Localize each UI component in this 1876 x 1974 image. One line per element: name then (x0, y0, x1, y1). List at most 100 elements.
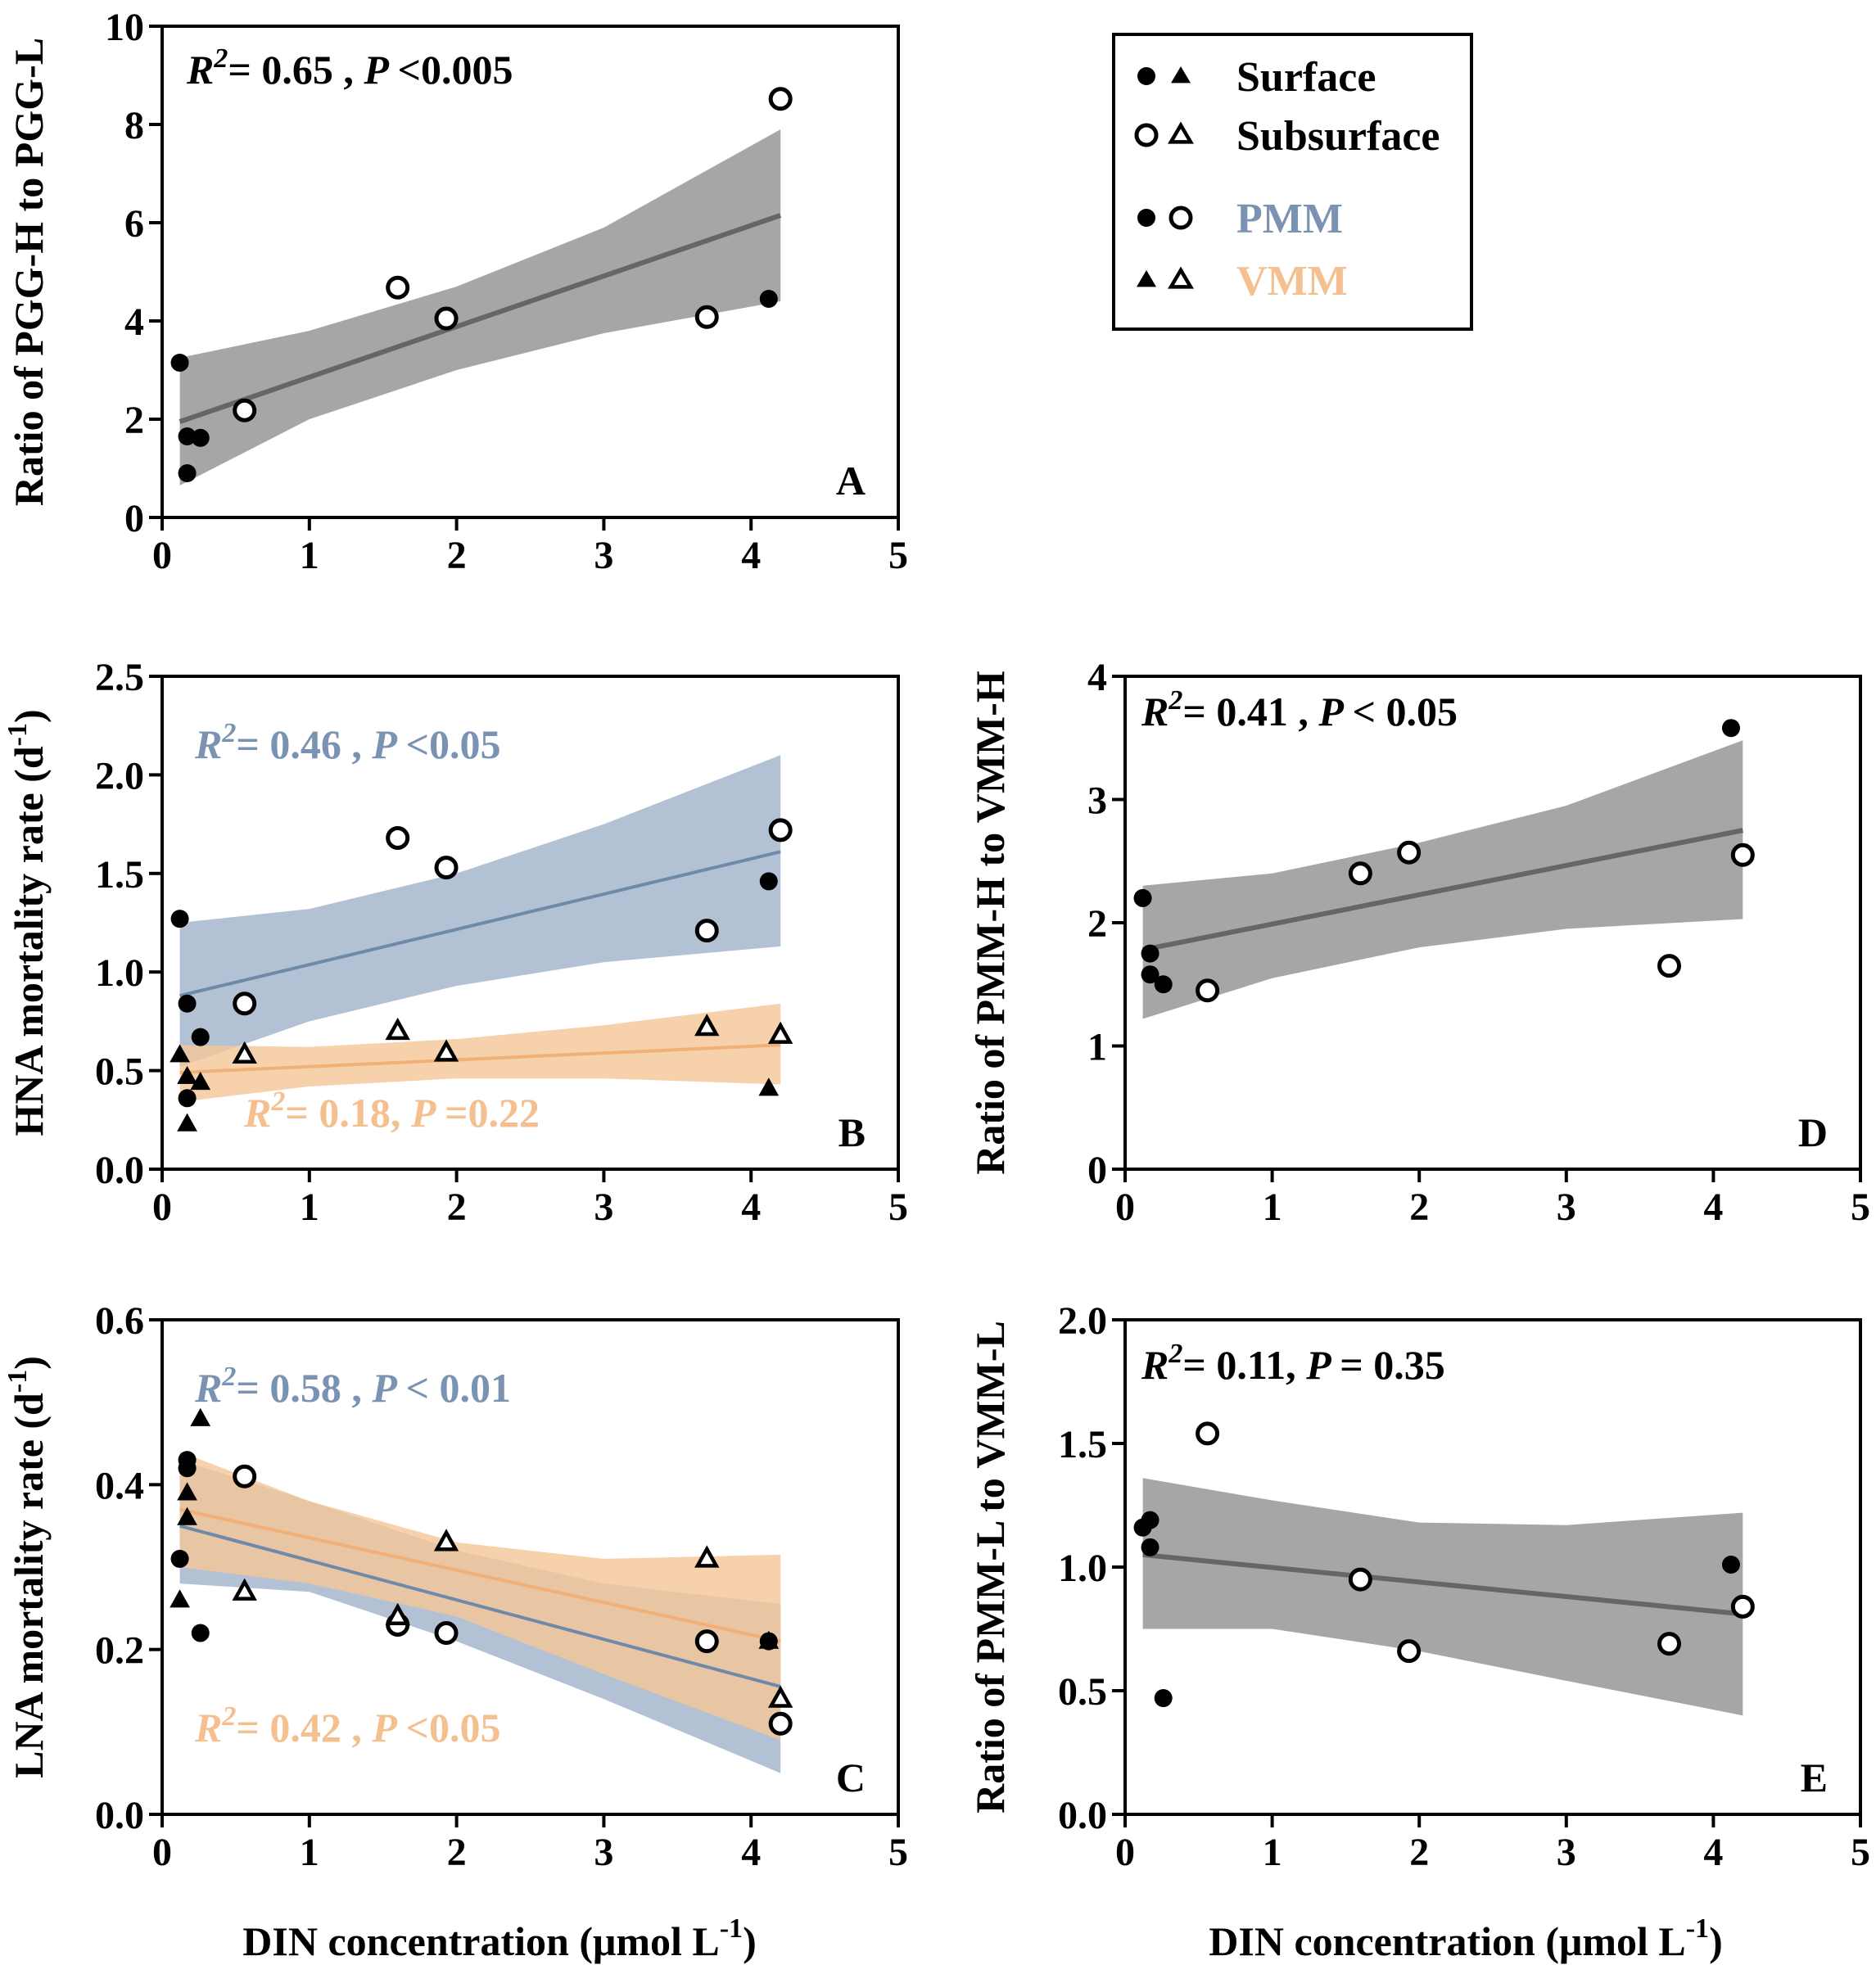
data-point-open-circle (1657, 1632, 1682, 1656)
data-point-open-circle (233, 398, 257, 422)
panel-label: E (1801, 1755, 1828, 1800)
data-point-filled-circle (170, 1549, 189, 1568)
stat-p-value: = 0.35 (1340, 1342, 1445, 1388)
legend-marker-filled-circle (1137, 209, 1155, 227)
data-point-open-triangle (767, 1021, 793, 1044)
data-point-open-circle (233, 992, 257, 1016)
y-tick-label: 1.0 (95, 951, 144, 995)
stat-r-symbol: R (1141, 1342, 1169, 1388)
data-point-filled-triangle (190, 1072, 211, 1091)
regression-line-all (179, 213, 782, 424)
stat-p-value: < 0.05 (1353, 689, 1458, 734)
y-axis-title-text: Ratio of PMM-H to VMM-H (967, 671, 1013, 1175)
data-point-open-circle (1397, 1639, 1422, 1664)
y-tick-label: 0 (1087, 1149, 1107, 1192)
regression-line-all (1141, 828, 1743, 953)
y-tick-label: 0.2 (95, 1629, 144, 1673)
data-point-open-circle (434, 1621, 459, 1646)
panel-label: B (839, 1109, 866, 1155)
data-point-open-circle (1730, 842, 1755, 867)
stat-r-symbol: R (194, 1365, 222, 1411)
stat-r2-value: = 0.58 , (236, 1365, 372, 1411)
data-point-filled-circle (178, 464, 197, 482)
confidence-band-vmm (179, 1452, 781, 1741)
data-point-open-circle (1730, 1594, 1755, 1619)
stat-annotation: R2= 0.46 , P <0.05 (194, 718, 501, 767)
stat-r-sup: 2 (1168, 1339, 1182, 1369)
confidence-band-pmm (179, 755, 781, 1067)
data-point-filled-circle (1721, 1555, 1740, 1574)
y-axis-title: Ratio of PMM-H to VMM-H (967, 671, 1013, 1175)
data-point-open-circle (434, 856, 459, 880)
stat-p-symbol: P (1305, 1342, 1340, 1388)
stat-r-sup: 2 (270, 1086, 285, 1117)
data-point-open-triangle (232, 1041, 257, 1064)
x-tick-label: 2 (447, 534, 467, 577)
stat-annotation: R2= 0.11, P = 0.35 (1141, 1339, 1445, 1388)
data-point-open-circle (768, 818, 793, 842)
legend-marker-open-triangle (1168, 121, 1194, 144)
stat-p-symbol: P (1318, 689, 1352, 734)
x-tick-label: 3 (1557, 1831, 1576, 1874)
y-tick-label: 4 (1087, 656, 1107, 699)
data-point-open-circle (1348, 1567, 1372, 1592)
plot-frame (160, 25, 900, 519)
x-tick-label: 5 (888, 1186, 908, 1229)
data-point-filled-circle (1154, 975, 1173, 994)
plot-frame (160, 1318, 900, 1816)
confidence-band-all (1142, 740, 1743, 1019)
y-axis-title-sup: -1 (2, 1370, 33, 1393)
stat-r-symbol: R (186, 47, 214, 93)
data-point-open-circle (1196, 1421, 1220, 1446)
legend-marker-open-circle (1134, 123, 1159, 147)
y-tick-label: 0.5 (1058, 1670, 1107, 1714)
stat-r-sup: 2 (1168, 685, 1182, 716)
y-axis-title: Ratio of PGG-H to PGG-L (6, 38, 52, 506)
data-point-open-triangle (385, 1017, 410, 1041)
stat-annotation: R2= 0.65 , P <0.005 (186, 43, 513, 93)
data-point-open-circle (1196, 978, 1220, 1003)
data-point-filled-circle (1141, 1538, 1160, 1556)
y-tick-label: 3 (1087, 779, 1107, 823)
y-tick-label: 0.0 (1058, 1794, 1107, 1837)
legend-marker-open-circle (1169, 206, 1193, 230)
data-point-open-circle (1348, 861, 1372, 886)
legend: Surface Subsurface PMM VMM (1112, 33, 1473, 331)
data-point-open-triangle (694, 1014, 720, 1037)
confidence-band-vmm (179, 1003, 781, 1103)
data-point-open-circle (694, 919, 719, 943)
confidence-band-all (179, 129, 781, 486)
stat-r-symbol: R (1141, 689, 1169, 734)
y-axis-title-text: HNA mortality rate (d (6, 746, 52, 1136)
plot-frame (160, 675, 900, 1171)
x-tick-label: 0 (152, 534, 172, 577)
y-tick-label: 0 (124, 497, 144, 540)
stat-r-sup: 2 (221, 1701, 236, 1732)
y-axis-title: Ratio of PMM-L to VMM-L (967, 1321, 1013, 1814)
legend-marker-open-triangle (1168, 266, 1194, 289)
y-tick-label: 0.4 (95, 1464, 144, 1507)
x-tick-label: 3 (594, 1831, 613, 1874)
x-tick-label: 2 (1409, 1186, 1429, 1229)
y-tick-label: 1.5 (95, 853, 144, 897)
y-tick-label: 1 (1087, 1026, 1107, 1069)
y-tick-label: 8 (124, 104, 144, 147)
data-point-filled-triangle (177, 1506, 197, 1525)
confidence-band-all (1142, 1478, 1743, 1716)
regression-line-pmm (179, 850, 781, 998)
stat-r-sup: 2 (221, 718, 236, 748)
stat-annotation: R2= 0.41 , P < 0.05 (1141, 685, 1458, 734)
legend-entry-pmm: PMM (1137, 196, 1343, 242)
data-point-filled-triangle (177, 1482, 197, 1501)
data-point-filled-circle (1141, 1511, 1160, 1529)
data-point-filled-circle (178, 994, 197, 1013)
data-point-open-triangle (433, 1529, 459, 1552)
regression-line-pmm (179, 1524, 781, 1688)
data-point-open-circle (768, 1711, 793, 1736)
y-tick-label: 2.0 (1058, 1299, 1107, 1343)
data-point-filled-circle (1141, 965, 1160, 984)
stat-p-value: < 0.01 (406, 1365, 512, 1411)
x-tick-label: 1 (300, 1186, 319, 1229)
